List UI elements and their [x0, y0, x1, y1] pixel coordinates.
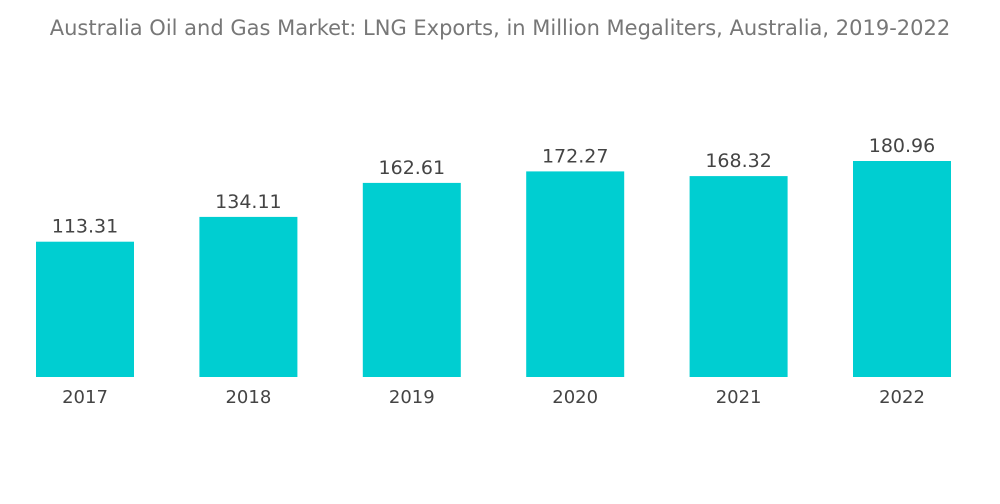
- value-label-2022: 180.96: [869, 135, 935, 157]
- x-tick-label-2019: 2019: [389, 387, 435, 408]
- value-label-2018: 134.11: [215, 191, 281, 213]
- bar-2020: [526, 171, 625, 377]
- bar-2022: [853, 161, 951, 377]
- bar-2019: [362, 182, 461, 377]
- x-tick-label-2018: 2018: [225, 387, 271, 408]
- bars-layer: [36, 161, 951, 377]
- value-labels-layer: 113.31 134.11 162.61 172.27 168.32 180.96: [52, 135, 935, 238]
- bar-2017: [36, 241, 134, 377]
- value-label-2017: 113.31: [52, 216, 118, 238]
- value-label-2019: 162.61: [379, 157, 445, 179]
- value-label-2021: 168.32: [705, 150, 771, 172]
- x-tick-label-2017: 2017: [62, 387, 108, 408]
- x-tick-label-2021: 2021: [716, 387, 762, 408]
- chart-title: Australia Oil and Gas Market: LNG Export…: [49, 16, 951, 40]
- bar-2018: [199, 216, 298, 377]
- x-tick-label-2022: 2022: [879, 387, 925, 408]
- bar-2021: [689, 176, 788, 377]
- x-axis-ticks: 2017 2018 2019 2020 2021 2022: [62, 387, 925, 408]
- value-label-2020: 172.27: [542, 145, 608, 167]
- x-tick-label-2020: 2020: [552, 387, 598, 408]
